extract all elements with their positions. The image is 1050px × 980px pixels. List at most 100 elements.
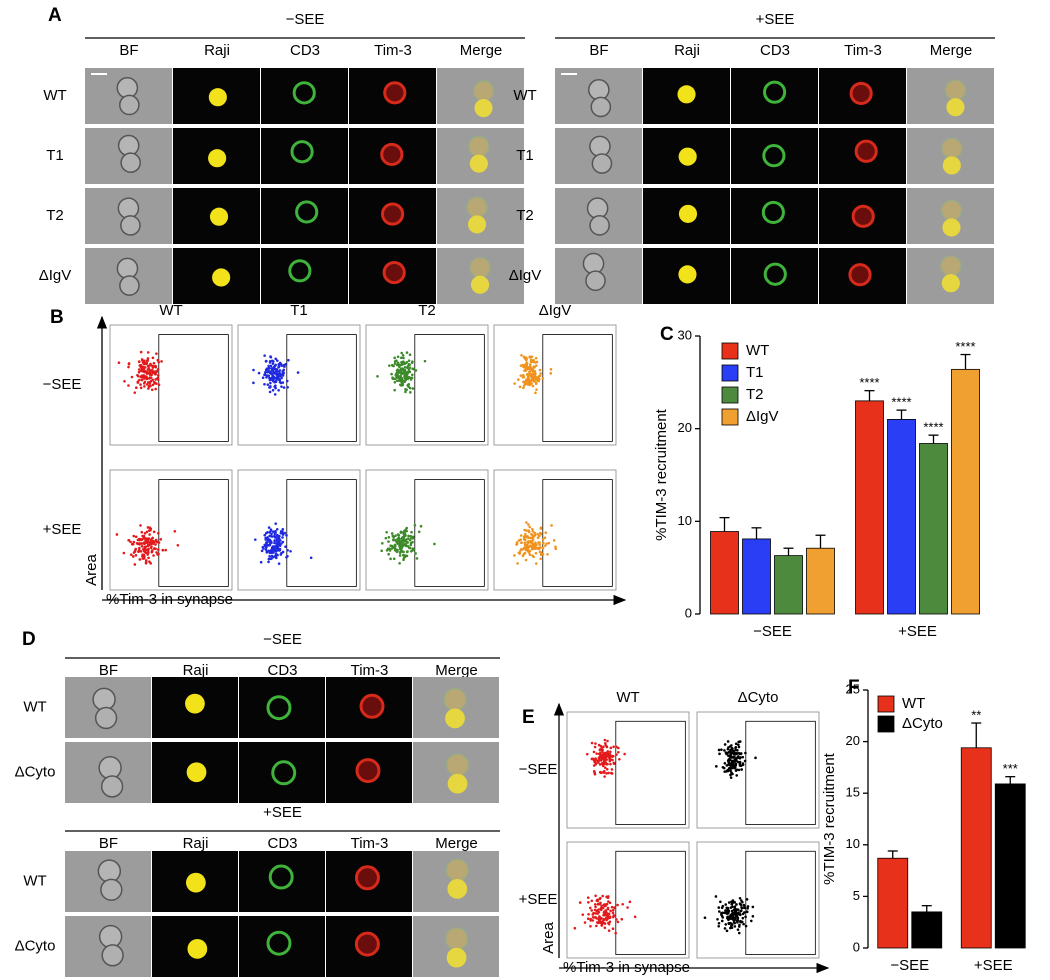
event-dot — [139, 537, 142, 541]
event-dot — [252, 381, 255, 385]
event-dot — [155, 540, 159, 543]
event-dot — [744, 924, 748, 928]
event-dot — [550, 524, 553, 527]
event-dot — [278, 378, 282, 382]
tim3-cell — [383, 81, 407, 105]
event-dot — [155, 352, 158, 355]
event-dot — [263, 382, 266, 386]
event-dot — [423, 359, 427, 363]
event-dot — [609, 909, 612, 913]
event-dot — [726, 908, 730, 912]
event-dot — [271, 530, 275, 533]
event-dot — [604, 742, 607, 745]
merge-cell — [469, 154, 488, 173]
raji-cell — [678, 265, 697, 284]
event-dot — [736, 921, 739, 924]
row-label: T2 — [516, 207, 534, 224]
event-dot — [398, 542, 402, 546]
event-dot — [728, 758, 732, 762]
event-dot — [608, 755, 612, 759]
event-dot — [737, 931, 741, 935]
event-dot — [130, 542, 134, 546]
event-dot — [531, 530, 535, 533]
event-dot — [527, 529, 531, 532]
event-dot — [742, 922, 745, 926]
row-label: ΔCyto — [15, 763, 56, 780]
event-dot — [280, 364, 283, 367]
event-dot — [260, 549, 264, 553]
event-dot — [127, 384, 130, 387]
event-dot — [148, 371, 152, 374]
event-dot — [593, 772, 597, 776]
event-dot — [738, 913, 742, 917]
x-axis-label: %Tim-3 in synapse — [563, 959, 690, 976]
event-dot — [715, 765, 718, 768]
event-dot — [731, 772, 734, 776]
event-dot — [405, 529, 408, 533]
y-tick-label: 5 — [853, 888, 860, 903]
event-dot — [531, 527, 534, 531]
event-dot — [399, 356, 403, 360]
event-dot — [268, 370, 271, 374]
event-dot — [529, 544, 532, 547]
event-dot — [532, 555, 535, 559]
event-dot — [541, 377, 545, 380]
event-dot — [274, 522, 278, 525]
cd3-cell — [295, 200, 319, 224]
event-dot — [280, 542, 283, 545]
event-dot — [525, 361, 529, 365]
event-dot — [585, 752, 589, 756]
event-dot — [164, 548, 167, 552]
event-dot — [593, 903, 597, 906]
event-dot — [600, 922, 603, 926]
event-dot — [145, 377, 148, 381]
y-axis-label: %TIM-3 recruitment — [653, 408, 670, 541]
legend-label: T2 — [746, 386, 764, 403]
event-dot — [161, 548, 165, 552]
event-dot — [155, 382, 158, 385]
event-dot — [603, 738, 607, 742]
event-dot — [146, 544, 150, 548]
event-dot — [141, 547, 145, 551]
event-dot — [523, 534, 527, 538]
event-dot — [603, 766, 607, 769]
event-dot — [613, 906, 616, 909]
event-dot — [573, 926, 577, 930]
cd3-cell — [266, 695, 292, 721]
event-dot — [590, 899, 594, 903]
event-dot — [141, 557, 144, 560]
event-dot — [402, 529, 406, 533]
event-dot — [595, 759, 598, 762]
event-dot — [524, 558, 528, 562]
merge-cell — [942, 156, 961, 175]
event-dot — [399, 530, 403, 534]
event-dot — [148, 380, 152, 384]
row-label: ΔCyto — [15, 937, 56, 954]
event-dot — [408, 370, 412, 374]
event-dot — [720, 911, 723, 915]
event-dot — [139, 524, 142, 527]
event-dot — [534, 547, 537, 550]
event-dot — [145, 539, 149, 543]
event-dot — [539, 372, 542, 375]
bar — [887, 418, 916, 615]
gate — [615, 850, 686, 955]
event-dot — [609, 750, 612, 754]
event-dot — [603, 911, 606, 915]
event-dot — [376, 375, 379, 378]
event-dot — [270, 554, 274, 558]
event-dot — [730, 765, 733, 769]
raji-cell — [186, 762, 207, 783]
event-dot — [130, 375, 134, 379]
event-dot — [401, 367, 405, 371]
event-dot — [727, 901, 731, 904]
event-dot — [519, 534, 523, 537]
event-dot — [601, 894, 604, 898]
event-dot — [734, 746, 738, 749]
event-dot — [616, 920, 620, 924]
event-dot — [533, 378, 536, 381]
image-tile — [261, 188, 348, 244]
event-dot — [735, 914, 739, 917]
event-dot — [384, 536, 388, 540]
event-dot — [157, 541, 161, 544]
